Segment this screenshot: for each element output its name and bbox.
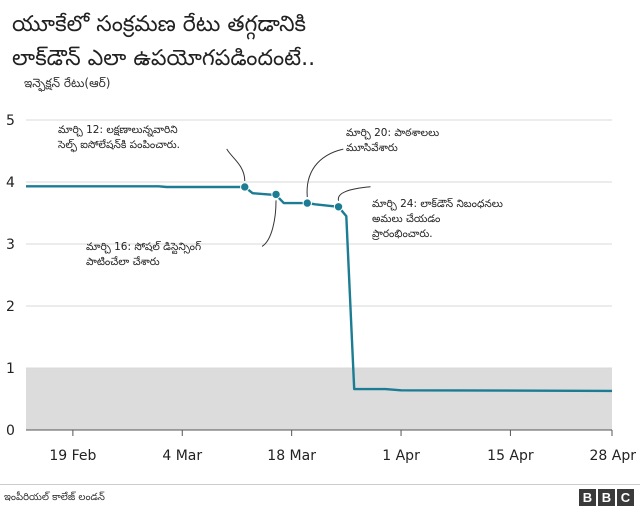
x-tick-label: 1 Apr [382, 448, 420, 464]
annotation-marker [302, 198, 312, 208]
annotation-marker [333, 202, 344, 212]
annotation-line: అమలు చేయడం [372, 213, 440, 225]
annotation-leader [261, 200, 277, 247]
annotation-line: మూసివేశారు [346, 142, 398, 154]
x-tick-label: 18 Mar [267, 448, 316, 464]
annotation-marker [240, 182, 250, 192]
chart-title-line-2: లాక్‌డౌన్ ఎలా ఉపయోగపడిందంటే.. [12, 46, 316, 71]
footer-divider [0, 484, 640, 485]
annotation-marker [271, 189, 281, 200]
y-tick-label: 5 [6, 113, 15, 129]
x-tick-label: 15 Apr [487, 448, 534, 464]
annotation-line: మార్చి 24: లాక్‌డౌన్ నిబంధనలు [372, 198, 503, 211]
bbc-logo-letter-b2: B [598, 489, 615, 506]
annotation-label: మార్చి 24: లాక్‌డౌన్ నిబంధనలు అమలు చేయడం ప… [371, 198, 503, 240]
annotation-leader [306, 148, 344, 198]
line-chart: 0 1 2 3 4 5 19 Feb 4 Mar 18 Mar 1 Apr 15 Apr 28 Apr… [6, 113, 637, 464]
annotation-label: మార్చి 20: పాఠశాలలు మూసివేశారు [346, 127, 440, 154]
annotation-leader [226, 148, 246, 181]
shaded-band [26, 368, 612, 430]
bbc-logo-letter-c: C [617, 489, 634, 506]
x-tick-label: 19 Feb [49, 448, 96, 464]
series-line [26, 185, 613, 393]
chart-title: యూకేలో సంక్రమణ రేటు తగ్గడానికి లాక్‌డౌన్… [12, 8, 612, 76]
x-tick-label: 4 Mar [162, 448, 202, 464]
source-credit: ఇంపీరియల్ కాలేజ్ లండన్ [4, 492, 105, 503]
annotation-line: సెల్ఫ్ ఐసోలేషన్‌కి పంపించారు. [57, 139, 180, 153]
annotation-line: మార్చి 12: లక్షణాలున్నవారిని [58, 124, 178, 137]
y-tick-label: 3 [6, 237, 15, 253]
y-tick-label: 2 [6, 299, 15, 315]
chart-title-line-1: యూకేలో సంక్రమణ రేటు తగ్గడానికి [12, 12, 307, 37]
annotation-label: మార్చి 12: లక్షణాలున్నవారిని సెల్ఫ్ ఐసోలే… [57, 124, 180, 153]
annotation-label: మార్చి 16: సోషల్ డిస్టెన్సింగ్ పాటించేలా … [86, 241, 202, 268]
annotation-line: మార్చి 20: పాఠశాలలు [346, 127, 440, 140]
annotation-line: పాటించేలా చేశారు [86, 256, 160, 268]
annotation-leader [337, 186, 371, 201]
bbc-logo-letter-b1: B [579, 489, 596, 506]
y-tick-label: 1 [6, 361, 15, 377]
annotation-line: మార్చి 16: సోషల్ డిస్టెన్సింగ్ [86, 241, 202, 255]
annotation-line: ప్రారంభించారు. [371, 228, 432, 240]
x-tick-label: 28 Apr [590, 448, 637, 464]
bbc-logo: B B C [579, 489, 634, 506]
y-axis-label: ఇన్ఫెక్షన్ రేటు(ఆర్) [24, 76, 111, 90]
y-tick-label: 0 [6, 423, 15, 439]
y-tick-label: 4 [6, 175, 15, 191]
